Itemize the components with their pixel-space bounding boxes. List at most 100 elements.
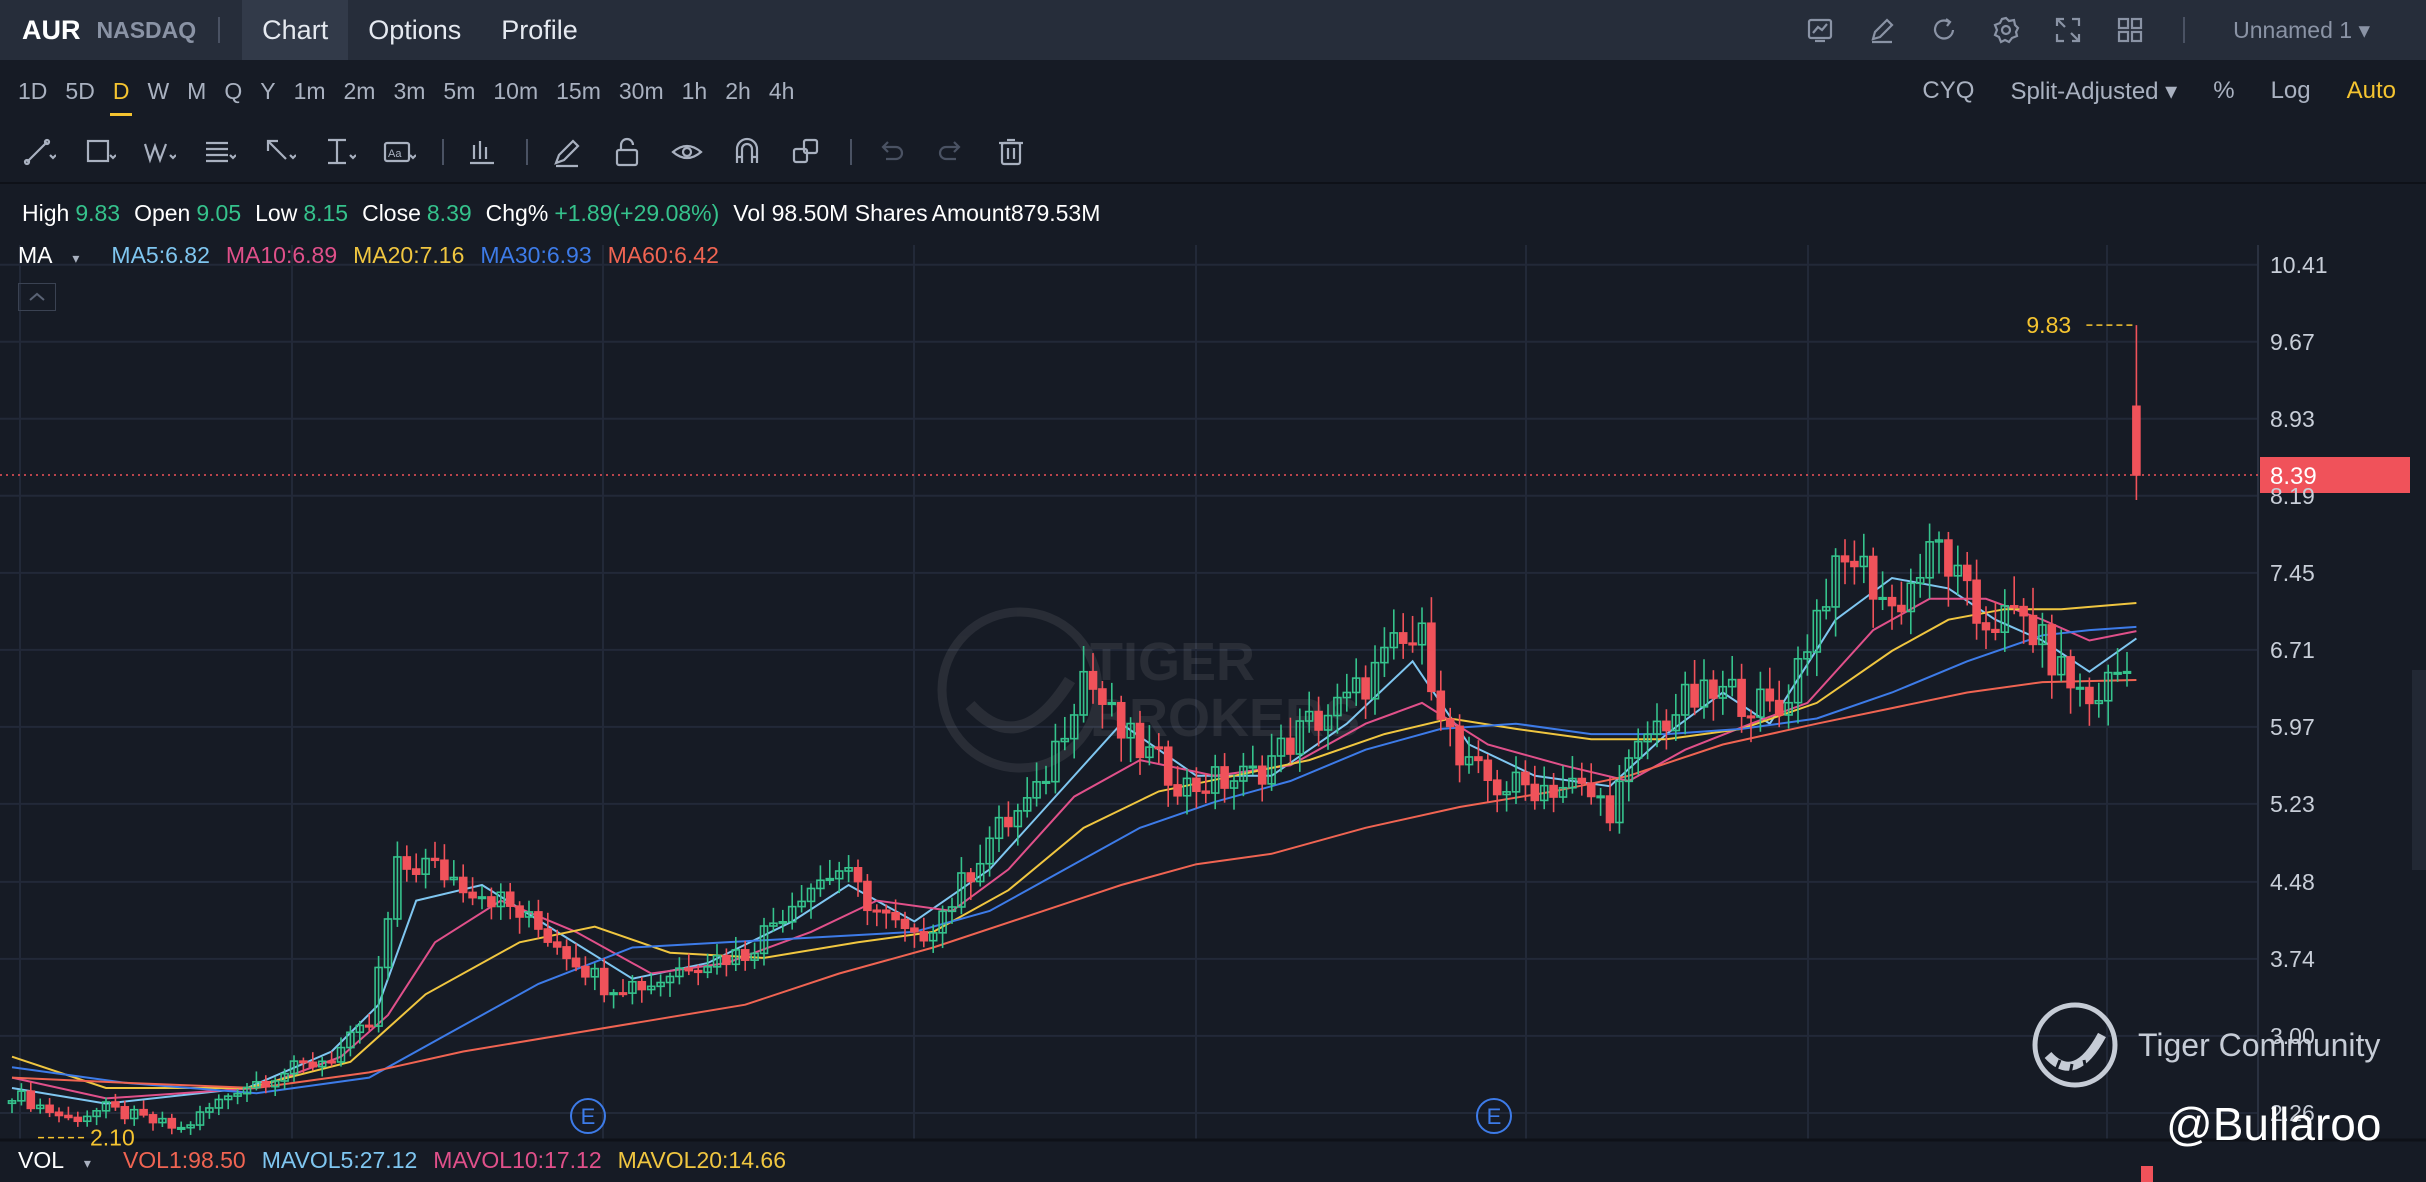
candle-body [1784, 701, 1793, 716]
candle-body [1192, 777, 1201, 793]
eye-icon[interactable] [670, 133, 708, 171]
interval-1h[interactable]: 1h [681, 77, 708, 104]
candle-body [524, 911, 534, 918]
interval-2h[interactable]: 2h [725, 77, 751, 104]
interval-10m[interactable]: 10m [493, 77, 539, 104]
interval-1m[interactable]: 1m [293, 77, 326, 104]
ma10-legend: MA10:6.89 [225, 241, 338, 268]
percent-button[interactable]: % [2213, 77, 2235, 104]
candle-body [411, 868, 421, 875]
tab-options[interactable]: Options [368, 14, 462, 45]
tab-chart[interactable]: Chart [242, 0, 349, 60]
candle-body [740, 949, 750, 961]
ticker-symbol[interactable]: AUR [22, 14, 81, 45]
candle-body [581, 965, 590, 978]
interval-1d[interactable]: 1D [18, 77, 48, 104]
undo-icon[interactable] [874, 133, 912, 171]
fullscreen-icon[interactable] [2051, 13, 2085, 47]
panel-resize-handle[interactable] [2412, 670, 2426, 870]
candle-body [1521, 771, 1530, 786]
candle-body [214, 1098, 224, 1109]
clone-icon[interactable] [790, 133, 828, 171]
interval-5d[interactable]: 5D [65, 77, 95, 104]
interval-3m[interactable]: 3m [393, 77, 426, 104]
candle-body [1821, 606, 1831, 612]
candle-body [1962, 564, 1972, 582]
interval-15m[interactable]: 15m [556, 77, 601, 104]
candle-body [73, 1116, 83, 1123]
wave-icon[interactable] [142, 133, 180, 171]
candle-body [2009, 605, 2019, 609]
last-price-tag-bg [2260, 456, 2410, 493]
price-axis[interactable]: 10.41 9.67 8.93 8.19 7.45 6.71 5.97 5.23 4.48 3.7… [2270, 252, 2328, 1126]
gear-icon[interactable] [1989, 13, 2023, 47]
candle-body [327, 1060, 336, 1064]
candle-body [1915, 576, 1925, 585]
candle-body [270, 1080, 280, 1088]
interval-2m[interactable]: 2m [343, 77, 376, 104]
tab-profile[interactable]: Profile [501, 14, 578, 45]
y-tick-label: 4.48 [2270, 869, 2315, 895]
trash-icon[interactable] [994, 133, 1032, 171]
candle-body [129, 1108, 139, 1120]
candle-body [853, 866, 863, 883]
ma-indicator-label: MA [18, 241, 53, 268]
text-icon[interactable]: Aa [382, 133, 420, 171]
candle-body [872, 909, 882, 913]
refresh-icon[interactable] [1927, 13, 1961, 47]
interval-y[interactable]: Y [260, 77, 276, 104]
arrow-icon[interactable] [262, 133, 300, 171]
interval-d[interactable]: D [109, 77, 133, 116]
candle-body [336, 1046, 346, 1063]
collapse-legend-button[interactable] [18, 283, 56, 311]
ma20-legend: MA20:7.16 [353, 241, 465, 268]
candle-body [1850, 560, 1859, 568]
layout-grid-icon[interactable] [2113, 13, 2147, 47]
candle-body [543, 928, 553, 943]
fib-icon[interactable] [202, 133, 240, 171]
interval-30m[interactable]: 30m [618, 77, 664, 104]
candle-body [92, 1110, 101, 1118]
auto-button[interactable]: Auto [2346, 77, 2396, 104]
candle-body [7, 1100, 17, 1105]
ma20-line [11, 602, 2137, 1089]
layout-name-dropdown[interactable]: Unnamed 1 ▾ [2233, 16, 2370, 43]
candle-body [1596, 795, 1605, 799]
candle-body [111, 1101, 120, 1108]
magnet-icon[interactable] [730, 133, 768, 171]
rectangle-icon[interactable] [82, 133, 120, 171]
cyq-button[interactable]: CYQ [1922, 77, 1975, 104]
interval-w[interactable]: W [147, 77, 170, 104]
chart-settings-icon[interactable] [1803, 13, 1837, 47]
candle-body [308, 1061, 318, 1068]
candle-body [712, 954, 722, 968]
brush-icon[interactable] [550, 133, 588, 171]
candle-body [1765, 688, 1775, 702]
ma-indicator-dropdown[interactable]: MA ▾ [18, 241, 80, 268]
low-value: 8.15 [303, 199, 349, 226]
candle-body [1314, 710, 1323, 731]
redo-icon[interactable] [934, 133, 972, 171]
candle-body [769, 922, 778, 927]
interval-5m[interactable]: 5m [443, 77, 476, 104]
interval-q[interactable]: Q [224, 77, 243, 104]
candle-body [2132, 405, 2141, 476]
pencil-icon[interactable] [1865, 13, 1899, 47]
candle-body [139, 1108, 148, 1116]
candle-body [1539, 784, 1549, 802]
interval-m[interactable]: M [187, 77, 207, 104]
candle-body [1351, 677, 1361, 694]
vol-indicator-dropdown[interactable]: VOL ▾ [18, 1146, 91, 1173]
interval-4h[interactable]: 4h [768, 77, 795, 104]
measure-icon[interactable] [322, 133, 360, 171]
log-button[interactable]: Log [2270, 77, 2311, 104]
trend-line-icon[interactable] [22, 133, 60, 171]
vol1-legend: VOL1:98.50 [122, 1146, 246, 1173]
y-tick-label: 3.74 [2270, 946, 2315, 972]
candle-body [1069, 714, 1079, 740]
candle-body [1727, 678, 1737, 688]
lock-icon[interactable] [610, 133, 648, 171]
adjust-dropdown[interactable]: Split-Adjusted ▾ [2010, 77, 2178, 105]
bar-pattern-icon[interactable] [466, 133, 504, 171]
